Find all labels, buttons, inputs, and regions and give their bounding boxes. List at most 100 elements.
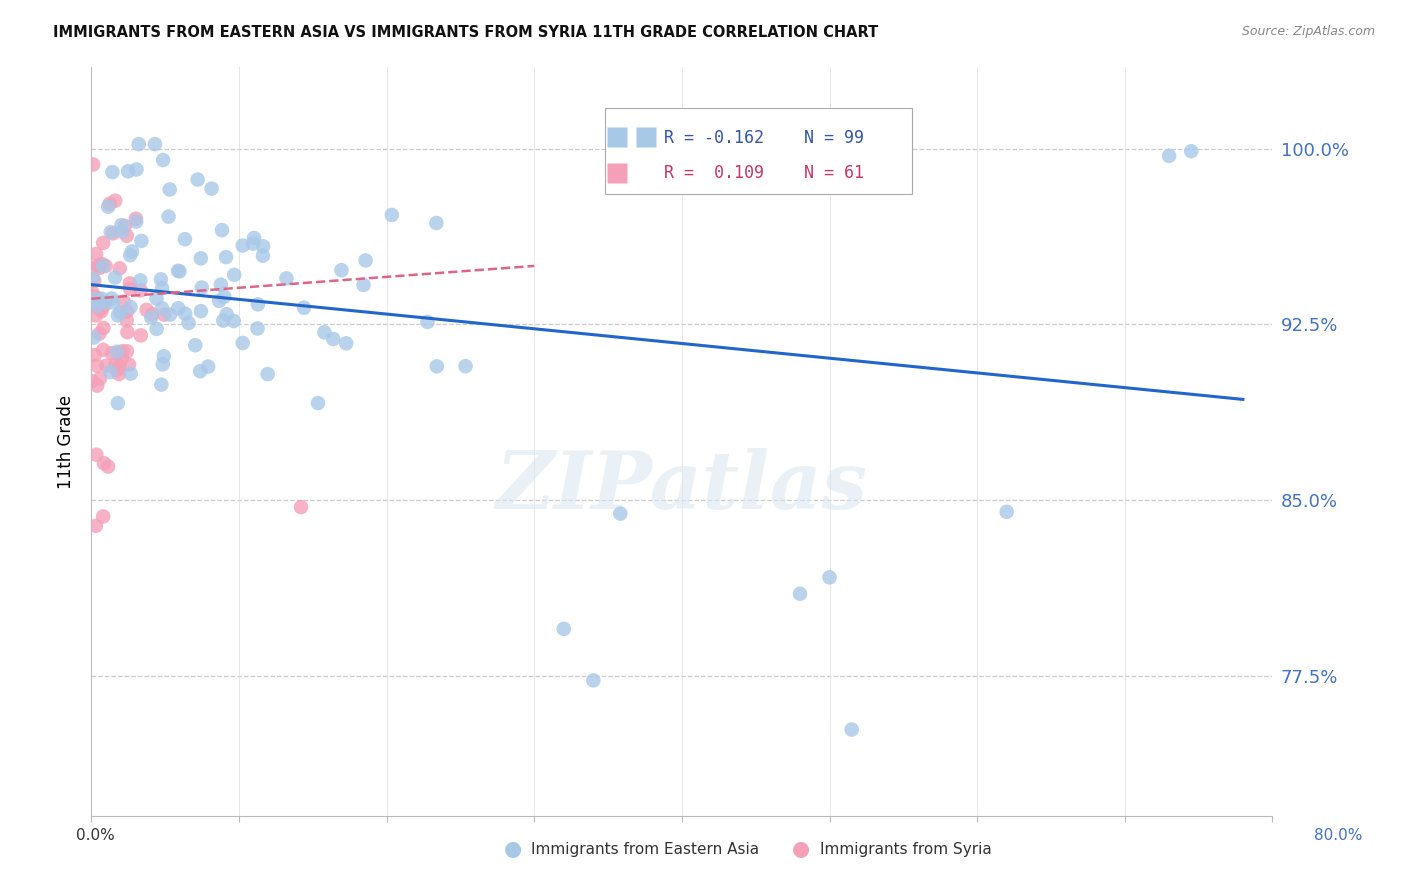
Point: [553, 622, 575, 636]
Point: [96, 359, 118, 373]
Y-axis label: 11th Grade: 11th Grade: [58, 394, 76, 489]
Point: [90, 304, 112, 318]
Point: [82, 289, 104, 303]
Point: [145, 322, 167, 336]
Text: 80.0%: 80.0%: [1315, 829, 1362, 843]
Point: [197, 359, 219, 374]
Point: [153, 308, 176, 322]
Point: [108, 359, 131, 373]
Point: [108, 261, 131, 276]
Point: [818, 570, 841, 584]
Point: [141, 307, 163, 321]
Point: [90, 301, 112, 316]
Point: [209, 277, 232, 292]
Point: [141, 310, 163, 325]
Point: [91, 259, 114, 273]
Point: [159, 308, 181, 322]
Point: [120, 300, 142, 314]
Point: [290, 500, 312, 514]
Point: [454, 359, 477, 373]
Point: [215, 250, 238, 264]
Point: [789, 587, 811, 601]
Point: [97, 200, 120, 214]
Point: [314, 326, 336, 340]
Point: [256, 367, 278, 381]
Text: Immigrants from Eastern Asia: Immigrants from Eastern Asia: [531, 842, 759, 856]
Point: [120, 248, 142, 262]
Point: [91, 235, 114, 250]
Text: Source: ZipAtlas.com: Source: ZipAtlas.com: [1241, 25, 1375, 38]
Point: [174, 232, 197, 246]
Point: [215, 307, 238, 321]
Point: [143, 137, 166, 152]
Text: Immigrants from Syria: Immigrants from Syria: [820, 842, 991, 856]
Point: [131, 234, 153, 248]
Point: [1180, 144, 1202, 158]
Point: [335, 336, 357, 351]
Point: [89, 326, 111, 341]
Point: [117, 325, 139, 339]
Point: [292, 301, 315, 315]
Point: [86, 359, 108, 373]
Point: [208, 293, 231, 308]
Point: [93, 456, 115, 470]
Point: [83, 261, 105, 276]
Point: [115, 344, 138, 359]
Point: [101, 165, 124, 179]
Point: [111, 351, 134, 366]
Point: [232, 336, 254, 351]
Point: [83, 348, 105, 362]
Point: [416, 315, 439, 329]
Point: [114, 219, 136, 233]
Point: [152, 153, 174, 167]
Point: [93, 321, 115, 335]
Point: [187, 172, 209, 186]
Point: [118, 358, 141, 372]
Point: [214, 290, 236, 304]
Point: [125, 211, 148, 226]
Point: [84, 518, 107, 533]
Text: IMMIGRANTS FROM EASTERN ASIA VS IMMIGRANTS FROM SYRIA 11TH GRADE CORRELATION CHA: IMMIGRANTS FROM EASTERN ASIA VS IMMIGRAN…: [53, 25, 879, 40]
Point: [107, 345, 129, 359]
Point: [330, 263, 353, 277]
Point: [222, 314, 245, 328]
Point: [100, 225, 122, 239]
Point: [191, 280, 214, 294]
Point: [97, 459, 120, 474]
Point: [129, 273, 152, 287]
Text: 0.0%: 0.0%: [76, 829, 115, 843]
Point: [425, 216, 447, 230]
Point: [90, 301, 112, 315]
Point: [101, 227, 124, 241]
Text: ●: ●: [793, 839, 810, 859]
Point: [82, 271, 104, 285]
Point: [104, 194, 127, 208]
Point: [118, 277, 141, 291]
Point: [129, 328, 152, 343]
Point: [381, 208, 404, 222]
Point: [82, 285, 104, 299]
Point: [841, 723, 863, 737]
Point: [252, 239, 274, 253]
Point: [84, 309, 107, 323]
Point: [86, 291, 108, 305]
Point: [101, 295, 124, 310]
Point: [98, 196, 121, 211]
Point: [212, 313, 235, 327]
Point: [150, 377, 173, 392]
Point: [995, 505, 1018, 519]
Point: [83, 330, 105, 344]
Point: [276, 271, 298, 285]
Point: [190, 304, 212, 318]
Point: [82, 157, 104, 171]
Point: [120, 282, 142, 296]
Point: [307, 396, 329, 410]
Point: [1159, 149, 1181, 163]
Point: [149, 272, 172, 286]
Point: [94, 259, 117, 273]
Point: [83, 292, 105, 306]
Point: [83, 274, 105, 288]
Point: [107, 396, 129, 410]
Point: [128, 137, 150, 152]
Point: [115, 228, 138, 243]
